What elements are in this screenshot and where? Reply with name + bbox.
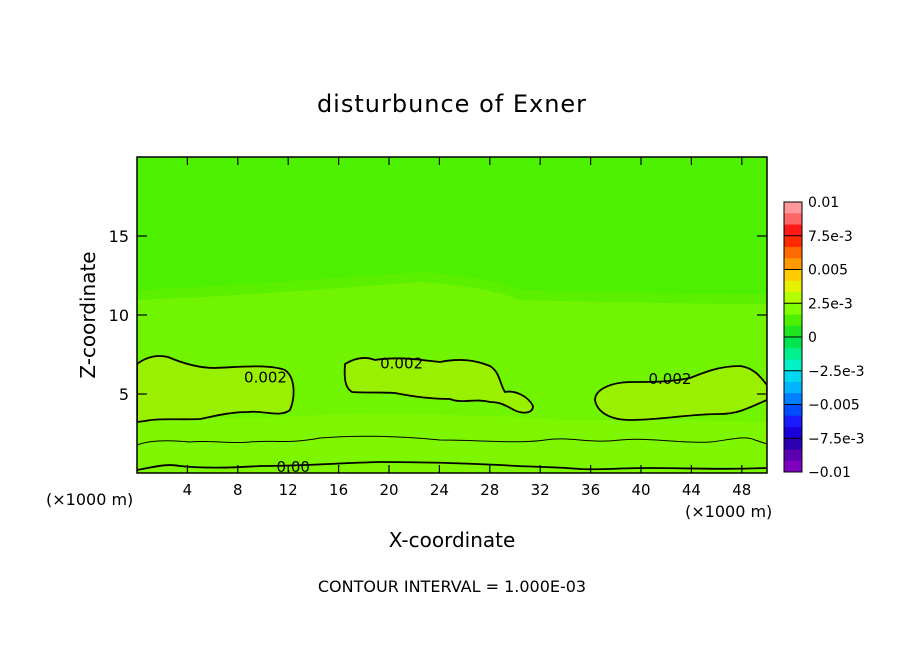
colorbar-label: 0.01 — [808, 195, 839, 211]
contour-region-right — [594, 365, 767, 421]
colorbar-swatch — [784, 292, 802, 304]
x-tick-label: 28 — [480, 481, 499, 499]
contour-line-low — [137, 435, 767, 446]
colorbar-swatch — [784, 303, 802, 315]
colorbar-swatch — [784, 348, 802, 360]
x-tick-label: 36 — [581, 481, 600, 499]
colorbar-label: −7.5e-3 — [808, 431, 865, 447]
contour-line-zero — [137, 461, 767, 471]
plot-area — [136, 156, 768, 474]
x-unit-right: (×1000 m) — [685, 502, 772, 521]
x-axis: 4 8 12 16 20 24 28 32 36 40 44 48 — [183, 157, 751, 499]
contour-band-lower-mid — [137, 413, 767, 473]
colorbar-swatch — [784, 325, 802, 338]
colorbar-swatch — [784, 370, 802, 383]
colorbar-swatch — [784, 258, 802, 270]
y-axis-label: Z-coordinate — [76, 251, 100, 378]
x-tick-label: 48 — [732, 481, 751, 499]
colorbar-swatch — [784, 438, 802, 450]
colorbar-swatch — [784, 224, 802, 237]
contour-label: 0.002 — [244, 369, 287, 387]
y-tick-label: 10 — [109, 306, 129, 325]
x-tick-label: 24 — [430, 481, 449, 499]
colorbar-swatch — [784, 359, 802, 372]
colorbar-label: −0.01 — [808, 465, 851, 481]
colorbar-swatch — [784, 337, 802, 349]
colorbar-label: 7.5e-3 — [808, 229, 853, 245]
colorbar-swatch — [784, 202, 802, 214]
y-axis: 5 10 15 — [109, 227, 767, 404]
colorbar-label: −0.005 — [808, 398, 860, 414]
x-unit-left: (×1000 m) — [46, 490, 133, 509]
x-tick-label: 32 — [531, 481, 550, 499]
colorbar-swatch — [784, 235, 802, 248]
colorbar-swatch — [784, 460, 802, 473]
x-tick-label: 20 — [379, 481, 398, 499]
x-tick-label: 12 — [279, 481, 298, 499]
contour-label: 0.00 — [277, 458, 310, 476]
contour-region-left — [137, 355, 295, 423]
colorbar-swatch — [784, 314, 802, 327]
colorbar-label: −2.5e-3 — [808, 364, 865, 380]
contour-labels: 0.002 0.002 0.002 0.00 — [244, 354, 691, 475]
colorbar-swatch — [784, 213, 802, 225]
x-tick-label: 16 — [329, 481, 348, 499]
colorbar-swatch — [784, 427, 802, 439]
colorbar-swatch — [784, 280, 802, 293]
colorbar-swatch — [784, 415, 802, 428]
x-tick-label: 44 — [682, 481, 701, 499]
x-tick-label: 40 — [631, 481, 650, 499]
y-tick-label: 5 — [119, 385, 129, 404]
colorbar-swatch — [784, 269, 802, 282]
colorbar-swatch — [784, 247, 802, 259]
contour-label: 0.002 — [380, 354, 423, 372]
x-axis-label: X-coordinate — [389, 528, 516, 552]
colorbar-label: 2.5e-3 — [808, 296, 853, 312]
x-tick-label: 8 — [233, 481, 243, 499]
colorbar-label: 0.005 — [808, 263, 848, 279]
colorbar-swatch — [784, 382, 802, 394]
colorbar: 0.01 7.5e-3 0.005 2.5e-3 0 −2.5e-3 −0.005 −7.5e… — [783, 195, 865, 481]
colorbar-swatch — [784, 404, 802, 417]
contour-region-center — [343, 357, 534, 414]
colorbar-label: 0 — [808, 330, 817, 346]
chart-title: disturbunce of Exner — [317, 90, 587, 118]
x-tick-label: 4 — [183, 481, 193, 499]
contour-label: 0.002 — [649, 370, 692, 388]
colorbar-swatch — [784, 449, 802, 462]
colorbar-swatch — [784, 393, 802, 405]
y-tick-label: 15 — [109, 227, 129, 246]
contour-interval-note: CONTOUR INTERVAL = 1.000E-03 — [318, 577, 586, 596]
